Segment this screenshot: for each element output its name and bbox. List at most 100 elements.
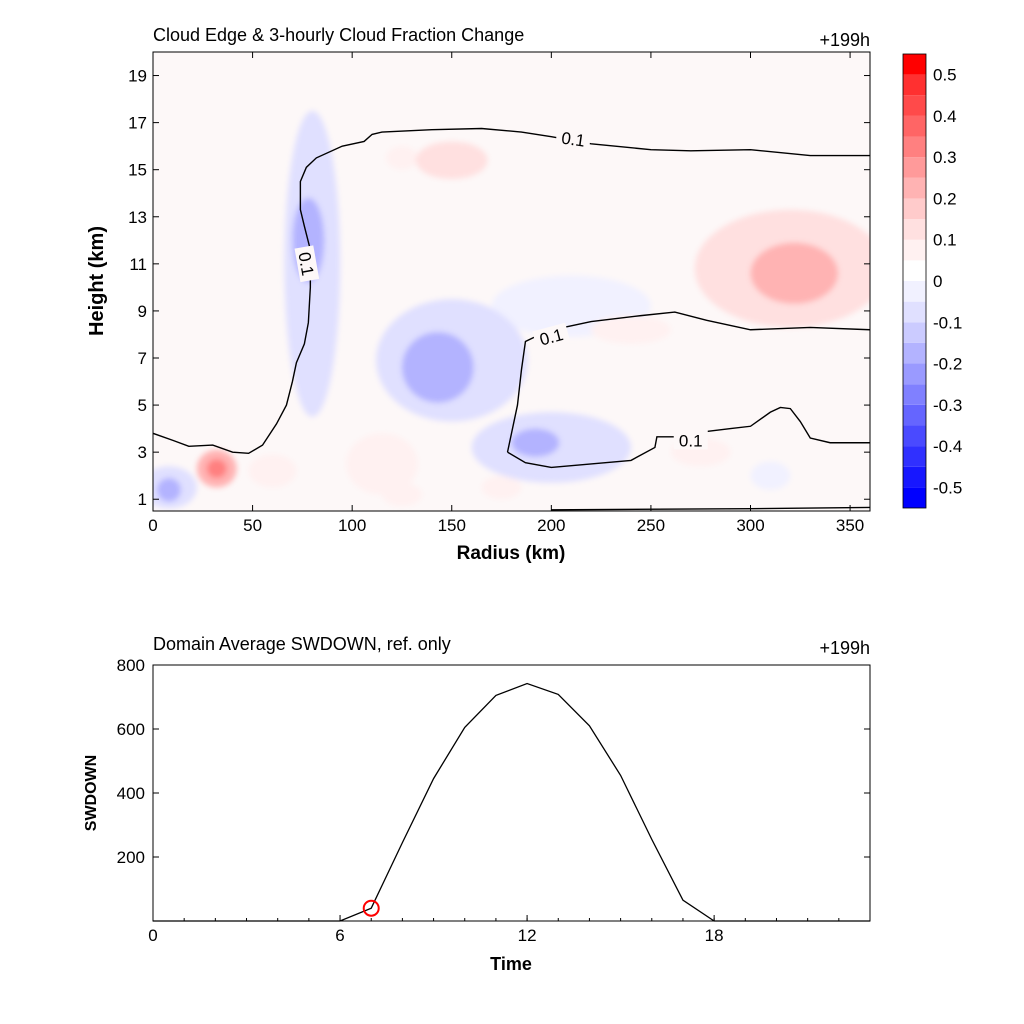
contour-x-axis: 0 50 100 150 200 250 300 350 <box>148 52 864 535</box>
contour-panel: 0.10.10.10.1 0 50 100 150 200 250 300 350 13579… <box>86 25 962 564</box>
x-tick-label: 0 <box>148 926 157 945</box>
colorbar-swatch <box>903 404 926 426</box>
colorbar-tick-label: 0.3 <box>933 148 957 167</box>
colorbar-tick-label: 0.4 <box>933 107 957 126</box>
contour-label: 0.1 <box>294 251 317 278</box>
colorbar-swatch <box>903 301 926 323</box>
swdown-y-axis: 200 400 600 800 <box>117 656 870 867</box>
colorbar-swatch <box>903 342 926 364</box>
y-tick-label: 15 <box>128 161 147 180</box>
contour-label-background <box>294 245 320 283</box>
colorbar-swatch <box>903 363 926 385</box>
colorbar-tick-label: -0.3 <box>933 396 962 415</box>
contour-label-background <box>555 126 592 151</box>
fill-region <box>499 438 516 453</box>
colorbar-swatch <box>903 54 926 75</box>
contour-label: 0.1 <box>679 431 703 450</box>
x-tick-label: 200 <box>537 516 565 535</box>
colorbar-tick-label: 0.5 <box>933 66 957 85</box>
x-tick-label: 6 <box>335 926 344 945</box>
contour-x-label: Radius (km) <box>457 543 566 564</box>
colorbar-swatch <box>903 239 926 261</box>
y-tick-label: 200 <box>117 848 145 867</box>
swdown-series-line <box>153 682 870 922</box>
y-tick-label: 9 <box>138 302 147 321</box>
contour-label-background <box>673 430 708 450</box>
colorbar-swatch <box>903 219 926 240</box>
fill-region <box>206 459 227 479</box>
swdown-x-axis: 0 6 12 18 <box>148 915 840 945</box>
colorbar-swatch <box>903 466 926 488</box>
x-tick-label: 350 <box>836 516 864 535</box>
colorbar-tick-label: 0.2 <box>933 189 957 208</box>
swdown-panel: 0 6 12 18 200 400 600 800 Domain Average SWDOW… <box>83 634 871 974</box>
fill-region <box>511 428 560 457</box>
fill-region <box>750 461 791 490</box>
fill-region <box>156 478 181 502</box>
colorbar: -0.5 -0.4 -0.3 -0.2 -0.1 0 0.1 0.2 0.3 0.4 0.5 <box>902 53 962 509</box>
fill-region <box>415 141 488 180</box>
contour-line <box>507 406 870 469</box>
x-tick-label: 250 <box>637 516 665 535</box>
contour-y-label: Height (km) <box>86 226 108 336</box>
x-tick-label: 12 <box>518 926 537 945</box>
x-tick-label: 18 <box>705 926 724 945</box>
colorbar-tick-label: -0.2 <box>933 355 962 374</box>
contour-plot-frame <box>152 51 871 512</box>
y-tick-label: 7 <box>138 349 147 368</box>
swdown-title: Domain Average SWDOWN, ref. only <box>153 634 451 654</box>
colorbar-swatch <box>903 95 926 116</box>
fill-region <box>386 146 418 170</box>
colorbar-tick-label: -0.4 <box>933 437 962 456</box>
colorbar-swatch <box>903 446 926 467</box>
contour-label: 0.1 <box>560 129 586 151</box>
colorbar-swatch <box>903 425 926 447</box>
colorbar-frame <box>902 53 927 509</box>
x-tick-label: 150 <box>438 516 466 535</box>
colorbar-swatch <box>903 487 926 508</box>
fill-region <box>382 482 422 507</box>
fill-region <box>401 332 474 403</box>
colorbar-tick-label: -0.5 <box>933 478 962 497</box>
fill-region <box>481 475 522 500</box>
fill-region <box>750 242 839 304</box>
colorbar-tick-label: -0.1 <box>933 313 962 332</box>
colorbar-swatch <box>903 136 926 158</box>
swdown-y-label: SWDOWN <box>83 755 100 831</box>
swdown-plot-frame <box>152 664 871 922</box>
fill-region <box>248 454 297 488</box>
colorbar-swatch <box>903 115 926 137</box>
colorbar-tick-label: 0.1 <box>933 231 957 250</box>
y-tick-label: 19 <box>128 67 147 86</box>
colorbar-tick-label: 0 <box>933 272 942 291</box>
fill-region <box>591 315 671 344</box>
x-tick-label: 50 <box>243 516 262 535</box>
x-tick-label: 0 <box>148 516 157 535</box>
y-tick-label: 400 <box>117 784 145 803</box>
contour-time-label: +199h <box>819 30 870 50</box>
fill-region <box>346 433 418 495</box>
y-tick-label: 600 <box>117 720 145 739</box>
y-tick-label: 1 <box>138 490 147 509</box>
colorbar-swatch <box>903 74 926 96</box>
y-tick-label: 17 <box>128 114 147 133</box>
colorbar-swatch <box>903 177 926 199</box>
current-time-marker <box>362 899 380 917</box>
x-tick-label: 100 <box>338 516 366 535</box>
contour-label-background <box>532 322 571 350</box>
swdown-x-label: Time <box>490 954 532 974</box>
y-tick-label: 11 <box>129 255 147 274</box>
contour-line <box>506 311 870 453</box>
y-tick-label: 13 <box>128 208 147 227</box>
y-tick-label: 800 <box>117 656 145 675</box>
colorbar-swatch <box>903 322 926 343</box>
colorbar-swatch <box>903 157 926 178</box>
colorbar-swatch <box>903 384 926 405</box>
y-tick-label: 5 <box>138 396 147 415</box>
colorbar-swatch <box>903 260 926 281</box>
x-tick-label: 300 <box>736 516 764 535</box>
colorbar-swatch <box>903 198 926 220</box>
swdown-time-label: +199h <box>819 638 870 658</box>
